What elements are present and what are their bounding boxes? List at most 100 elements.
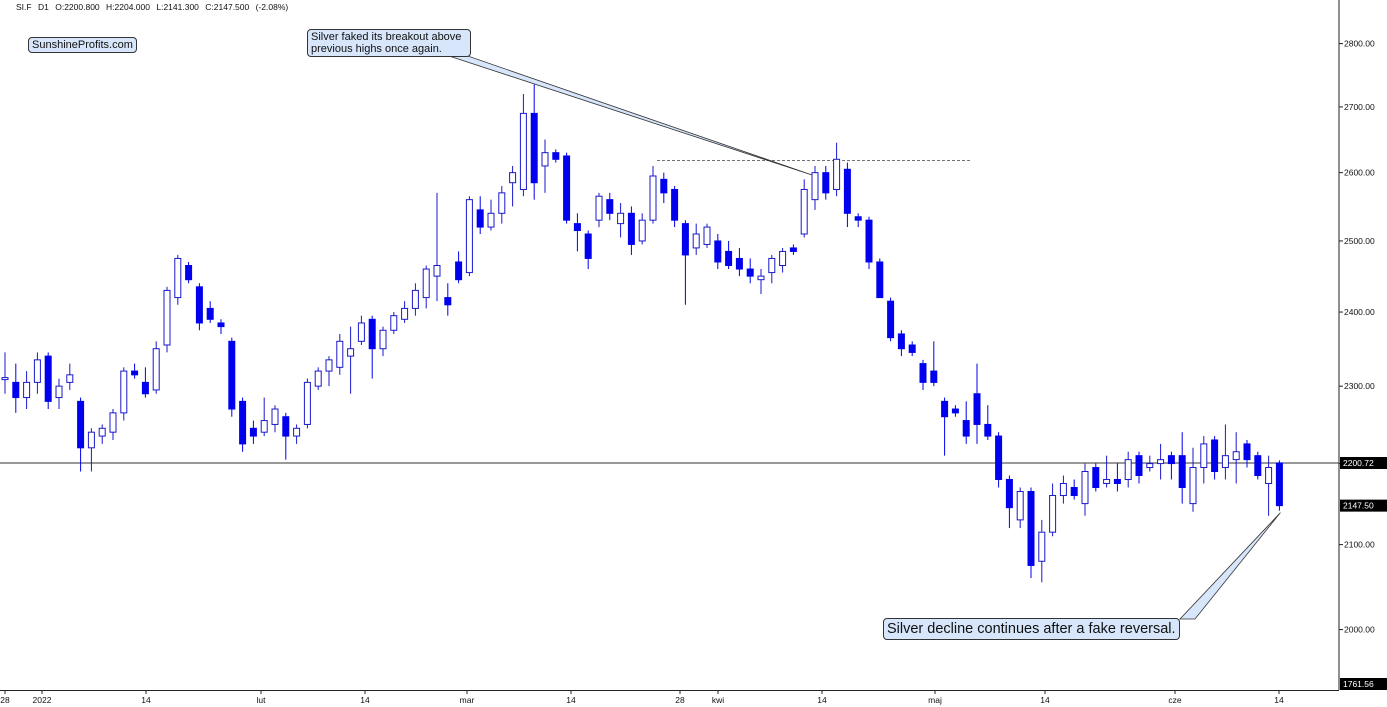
candle-body xyxy=(1146,463,1154,469)
candle-body xyxy=(703,226,711,245)
candle-body xyxy=(876,261,884,299)
candle xyxy=(1232,432,1240,484)
candle-body xyxy=(1135,455,1143,476)
candle xyxy=(120,367,128,421)
candle-body xyxy=(854,216,862,221)
candle-body xyxy=(1016,490,1024,521)
candle-body xyxy=(163,289,171,346)
candle-body xyxy=(314,370,322,387)
candle xyxy=(1027,487,1035,579)
price-tick-label: 2300.00 xyxy=(1344,381,1375,391)
candle xyxy=(217,319,225,334)
candle xyxy=(1059,475,1067,504)
candle xyxy=(984,405,992,440)
candle xyxy=(951,405,959,417)
price-badge-label: 2147.50 xyxy=(1343,501,1374,511)
candle-body xyxy=(239,400,247,445)
candle xyxy=(746,258,754,284)
callout-pointers xyxy=(442,53,1281,620)
candle xyxy=(995,432,1003,488)
candle-body xyxy=(109,412,117,433)
candle xyxy=(908,341,916,357)
candle xyxy=(649,165,657,224)
candle xyxy=(33,352,41,394)
candle xyxy=(185,261,193,284)
candle-body xyxy=(1092,467,1100,488)
candle xyxy=(98,424,106,444)
price-badge-label: 1761.56 xyxy=(1343,679,1374,689)
candle-body xyxy=(260,420,268,433)
candle-body xyxy=(1167,455,1175,465)
candle xyxy=(595,192,603,228)
candle xyxy=(325,356,333,387)
candle-body xyxy=(12,381,20,399)
candle-body xyxy=(185,264,193,281)
candle xyxy=(1092,463,1100,492)
candle xyxy=(1189,447,1197,512)
candle xyxy=(811,165,819,210)
candle-body xyxy=(195,286,203,324)
candle xyxy=(822,165,830,200)
candle-body xyxy=(228,340,236,410)
symbol-name: SI.F xyxy=(16,2,32,12)
candle xyxy=(1200,436,1208,484)
low-value: L:2141.300 xyxy=(156,2,199,12)
candle xyxy=(865,216,873,270)
candle xyxy=(1146,455,1154,472)
candle-body xyxy=(1275,462,1283,507)
candle xyxy=(703,223,711,248)
price-axis: 2000.002100.002200.002300.002400.002500.… xyxy=(1339,39,1375,635)
candle-body xyxy=(98,427,106,437)
callout-pointer-reversal xyxy=(1179,512,1281,620)
candle xyxy=(1113,463,1121,492)
candle xyxy=(563,152,571,224)
candle-body xyxy=(951,408,959,414)
change-value: (-2.08%) xyxy=(255,2,289,12)
candle xyxy=(195,283,203,331)
candle xyxy=(465,196,473,277)
candle xyxy=(681,220,689,305)
candle xyxy=(303,378,311,429)
candle xyxy=(476,196,484,234)
price-tick-label: 2800.00 xyxy=(1344,39,1375,49)
candle xyxy=(627,206,635,255)
candle-body xyxy=(833,158,841,190)
candle-body xyxy=(1027,490,1035,566)
candle xyxy=(941,397,949,456)
candle xyxy=(1038,519,1046,583)
candle xyxy=(1081,463,1089,516)
candle-body xyxy=(638,219,646,242)
time-tick-label: 28 xyxy=(675,695,685,705)
candle xyxy=(1005,475,1013,529)
candle-body xyxy=(692,233,700,249)
candle-body xyxy=(444,297,452,306)
candle-body xyxy=(152,348,160,391)
candle xyxy=(411,283,419,316)
candle xyxy=(379,326,387,357)
candle-body xyxy=(465,199,473,274)
candle xyxy=(552,149,560,163)
candle xyxy=(519,94,527,197)
candle-body xyxy=(1,377,9,381)
candle-body xyxy=(552,152,560,160)
watermark-label: SunshineProfits.com xyxy=(28,37,137,53)
candle xyxy=(239,397,247,452)
candle-body xyxy=(1113,478,1121,484)
candle-body xyxy=(422,268,430,299)
time-tick-label: 14 xyxy=(566,695,576,705)
candle-body xyxy=(962,420,970,437)
candle-body xyxy=(1243,443,1251,461)
candle-body xyxy=(509,172,517,184)
candle-body xyxy=(249,427,257,437)
candle xyxy=(1157,443,1165,480)
candle-body xyxy=(541,152,549,167)
annotation-decline-continues: Silver decline continues after a fake re… xyxy=(883,618,1180,640)
candle-body xyxy=(1103,478,1111,484)
price-tick-label: 2500.00 xyxy=(1344,236,1375,246)
price-badge xyxy=(1340,678,1387,690)
candle-body xyxy=(455,261,463,281)
candle xyxy=(23,371,31,410)
candle xyxy=(1070,479,1078,500)
candle-body xyxy=(973,393,981,425)
